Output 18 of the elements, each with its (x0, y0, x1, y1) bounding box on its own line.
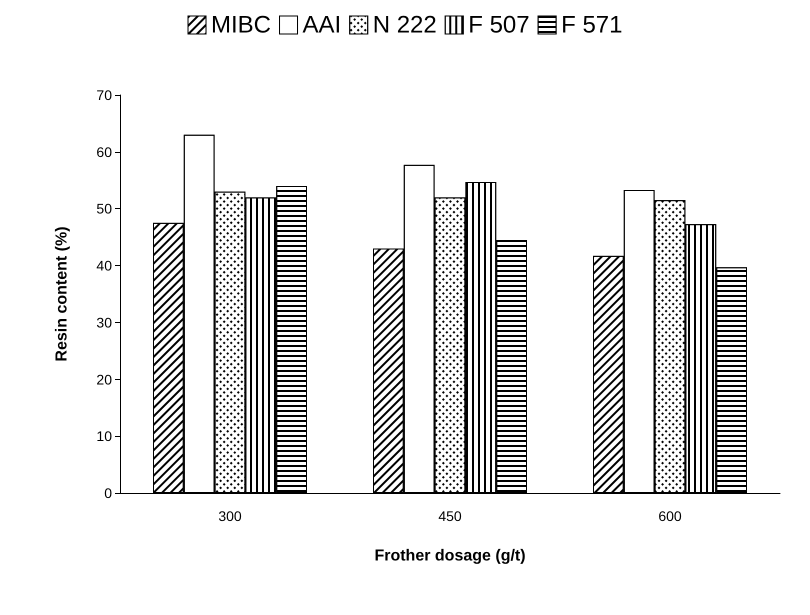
x-axis-title: Frother dosage (g/t) (374, 548, 526, 564)
legend-label: MIBC (211, 12, 272, 38)
y-tick-label: 10 (96, 428, 112, 444)
x-tick-label: 600 (658, 508, 682, 524)
y-tick-label: 20 (96, 371, 112, 388)
legend-label: AAI (302, 12, 342, 38)
legend-label: F 571 (561, 12, 622, 38)
x-tick-label: 450 (438, 508, 462, 524)
y-tick-label: 60 (96, 144, 112, 160)
legend-label: F 507 (468, 12, 530, 38)
legend-label: N 222 (372, 12, 437, 38)
y-tick-label: 40 (96, 258, 112, 274)
y-tick-label: 50 (96, 200, 112, 217)
y-tick-label: 70 (96, 87, 112, 103)
y-tick-label: 30 (96, 314, 112, 330)
y-axis-title: Resin content (%) (54, 226, 70, 362)
x-tick-label: 300 (218, 508, 242, 524)
y-tick-label: 0 (104, 485, 112, 501)
